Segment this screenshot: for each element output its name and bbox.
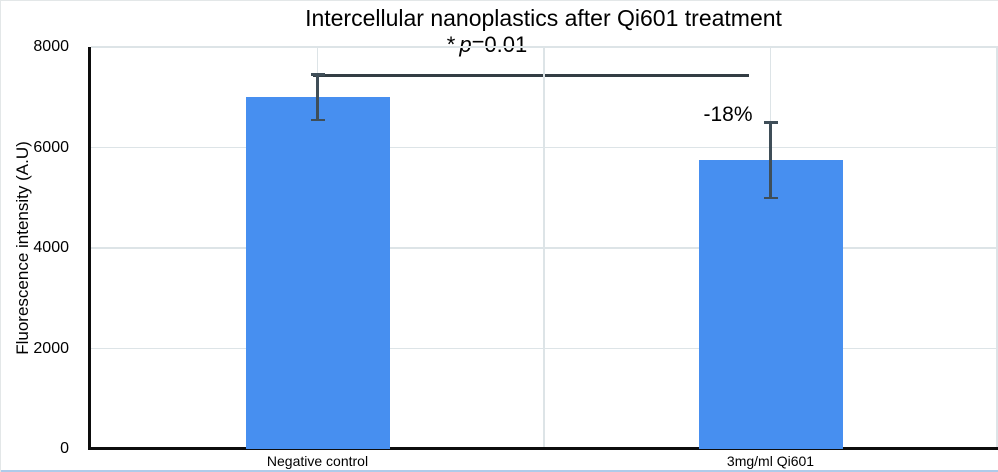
significance-bracket-line: [313, 74, 749, 77]
chart-title: Intercellular nanoplastics after Qi601 t…: [305, 5, 782, 31]
y-tick-label: 0: [60, 440, 69, 457]
bar: [698, 160, 843, 449]
error-bar-cap-bottom: [310, 118, 325, 122]
error-bar-cap-top: [310, 73, 325, 76]
figure-bottom-edge: [1, 470, 998, 472]
y-tick-label: 6000: [33, 138, 69, 156]
y-tick-label: 4000: [33, 239, 69, 256]
gridline-vertical: [543, 47, 545, 449]
significance-star: *: [446, 32, 456, 57]
significance-p-symbol: p: [459, 32, 472, 57]
y-tick-label: 2000: [33, 339, 69, 357]
significance-p-value: =0.01: [471, 32, 528, 57]
bar: [245, 97, 390, 449]
percent-change-label: -18%: [703, 103, 753, 126]
x-category-label: 3mg/ml Qi601: [726, 453, 815, 469]
x-axis-line: [88, 447, 998, 450]
x-category-label: Negative control: [266, 453, 369, 469]
error-bar: [769, 122, 772, 198]
y-tick-label: 8000: [33, 38, 69, 55]
significance-annotation: * p=0.01: [381, 31, 593, 58]
y-axis-line: [88, 47, 91, 450]
error-bar-cap-top: [763, 121, 778, 124]
gridline-vertical: [996, 47, 998, 449]
error-bar-cap-bottom: [763, 196, 778, 199]
error-bar: [316, 74, 319, 120]
